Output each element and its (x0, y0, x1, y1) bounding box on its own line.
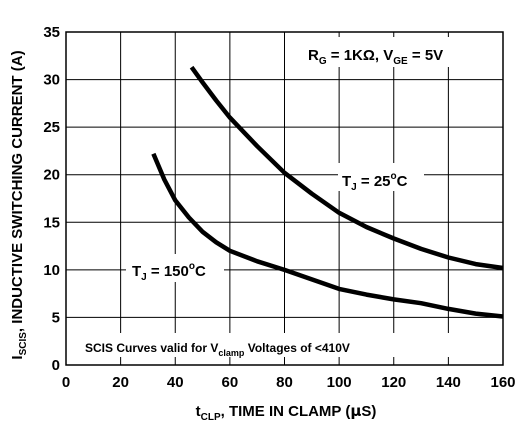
note-bg (80, 333, 458, 357)
label-25c-bg (338, 163, 424, 191)
x-tick-label-0: 0 (62, 374, 70, 391)
y-tick-label-4: 20 (43, 167, 60, 184)
label-150c: TJ = 150oC (132, 261, 206, 283)
x-tick-label-6: 120 (381, 374, 406, 391)
series-layer (151, 65, 504, 319)
x-tick-label-3: 60 (222, 374, 239, 391)
y-tick-label-2: 10 (43, 262, 60, 279)
x-tick-label-2: 40 (167, 374, 184, 391)
x-axis-label: tCLP, TIME IN CLAMP (µS) (196, 402, 377, 423)
plot-border (65, 31, 504, 366)
conditions-label-bg (300, 37, 488, 67)
x-tick-labels: 0 20 40 60 80 100 120 140 160 (62, 374, 516, 391)
y-tick-label-1: 5 (52, 309, 60, 326)
y-tick-label-3: 15 (43, 214, 60, 231)
scis-note: SCIS Curves valid for Vclamp Voltages of… (85, 341, 350, 358)
conditions-label: RG = 1KΩ, VGE = 5V (308, 47, 443, 67)
x-tick-label-8: 160 (490, 374, 515, 391)
y-tick-label-0: 0 (52, 357, 60, 374)
x-tick-label-1: 20 (112, 374, 129, 391)
series-line-1 (151, 152, 504, 319)
gridlines (65, 31, 504, 366)
x-tick-label-7: 140 (436, 374, 461, 391)
plot-frame (65, 31, 504, 366)
y-tick-labels: 0 5 10 15 20 25 30 35 (43, 24, 60, 374)
label-25c: TJ = 25oC (342, 171, 408, 193)
x-tick-label-5: 100 (327, 374, 352, 391)
y-tick-label-7: 35 (43, 24, 60, 41)
y-axis-label: ISCIS, INDUCTIVE SWITCHING CURRENT (A) (9, 50, 29, 359)
x-tick-label-4: 80 (276, 374, 293, 391)
y-tick-label-6: 30 (43, 72, 60, 89)
label-150c-bg (126, 254, 224, 282)
series-line-0 (189, 65, 504, 271)
y-tick-label-5: 25 (43, 119, 60, 136)
